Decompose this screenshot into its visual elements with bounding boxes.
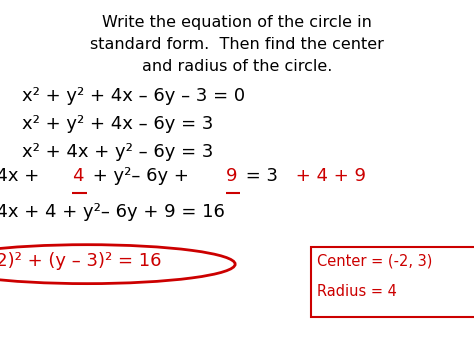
Text: Write the equation of the circle in: Write the equation of the circle in <box>102 15 372 30</box>
Text: Center = (-2, 3): Center = (-2, 3) <box>317 254 432 269</box>
Text: + y²– 6y +: + y²– 6y + <box>87 167 194 185</box>
Text: x² + y² + 4x – 6y = 3: x² + y² + 4x – 6y = 3 <box>22 115 213 133</box>
Text: Radius = 4: Radius = 4 <box>317 284 397 299</box>
Text: and radius of the circle.: and radius of the circle. <box>142 59 332 74</box>
Text: x² + 4x + 4 + y²– 6y + 9 = 16: x² + 4x + 4 + y²– 6y + 9 = 16 <box>0 203 225 221</box>
FancyBboxPatch shape <box>310 247 474 317</box>
Text: standard form.  Then find the center: standard form. Then find the center <box>90 37 384 52</box>
Text: + 4 + 9: + 4 + 9 <box>290 167 365 185</box>
Text: x² + 4x + y² – 6y = 3: x² + 4x + y² – 6y = 3 <box>22 143 213 161</box>
Text: x² + 4x +: x² + 4x + <box>0 167 45 185</box>
Text: = 3: = 3 <box>240 167 279 185</box>
Text: 4: 4 <box>72 167 83 185</box>
Text: (x + 2)² + (y – 3)² = 16: (x + 2)² + (y – 3)² = 16 <box>0 252 162 271</box>
Text: x² + y² + 4x – 6y – 3 = 0: x² + y² + 4x – 6y – 3 = 0 <box>22 87 245 105</box>
Text: 9: 9 <box>226 167 237 185</box>
